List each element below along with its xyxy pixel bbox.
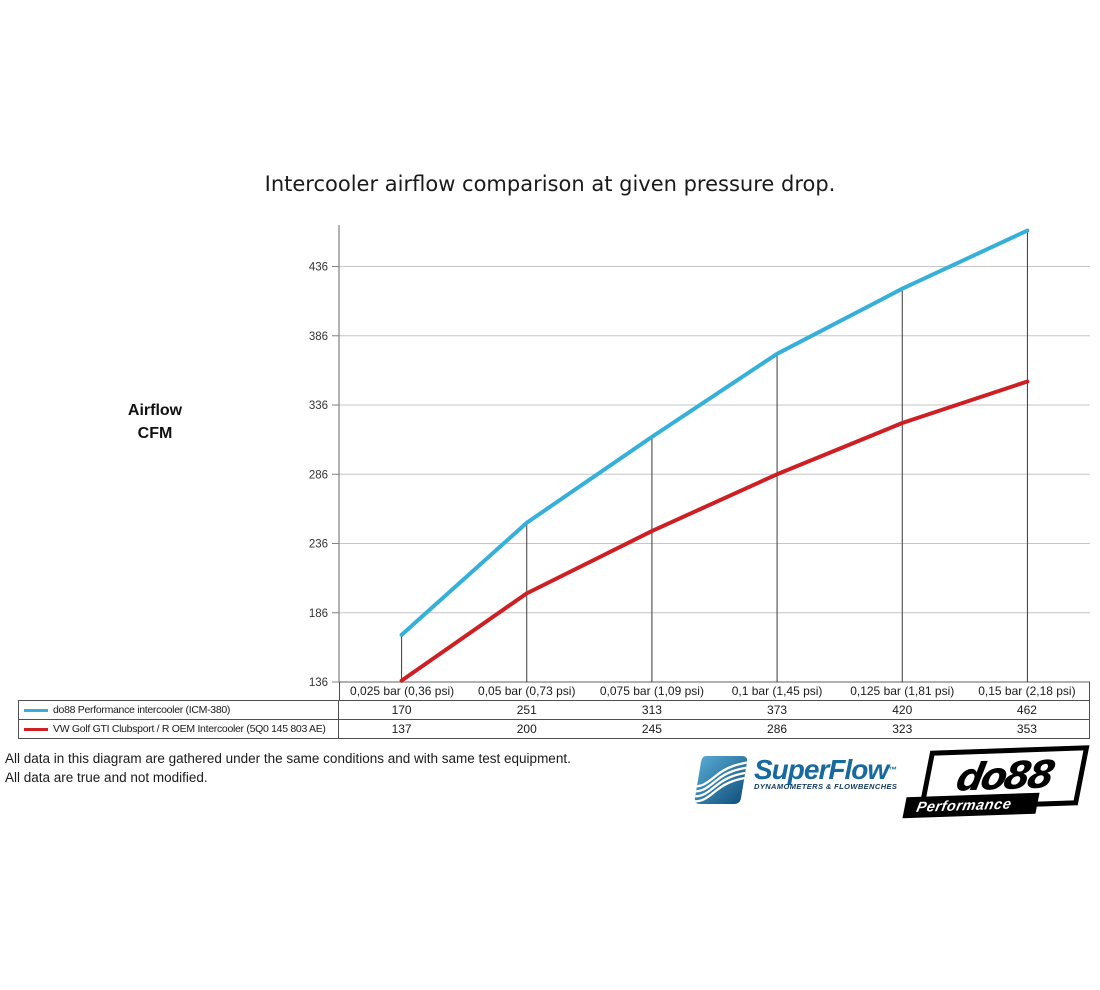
chart-title: Intercooler airflow comparison at given … [264, 172, 836, 196]
series-line [399, 228, 1030, 637]
do88-logo: do88 Performance [902, 744, 1098, 824]
y-tick-label: 436 [309, 262, 328, 274]
superflow-tm-mark: ™ [888, 765, 897, 775]
footer-line1: All data in this diagram are gathered un… [5, 751, 571, 766]
do88-performance-bar: Performance [902, 792, 1040, 819]
y-tick-label: 136 [309, 677, 328, 689]
series-line [399, 379, 1030, 683]
superflow-wave-icon [694, 756, 748, 804]
y-tick-label: 386 [309, 331, 328, 343]
series-swatch [24, 727, 48, 731]
y-tick-label: 286 [309, 469, 328, 481]
value-cell: 200 [464, 720, 590, 739]
series-swatch [24, 708, 48, 712]
value-cell: 353 [964, 720, 1090, 739]
y-tick-label: 336 [309, 400, 328, 412]
y-tick-label: 186 [309, 608, 328, 620]
do88-wordmark: do88 [952, 752, 1057, 800]
superflow-subtitle: DYNAMOMETERS & FLOWBENCHES [754, 782, 898, 791]
value-cell: 462 [964, 701, 1090, 720]
value-cell: 170 [339, 701, 465, 720]
value-cell: 313 [589, 701, 715, 720]
value-cell: 373 [714, 701, 840, 720]
category-header-cell: 0,025 bar (0,36 psi) [339, 682, 465, 701]
value-cell: 323 [839, 720, 965, 739]
y-tick-label: 236 [309, 539, 328, 551]
category-header-cell: 0,1 bar (1,45 psi) [714, 682, 840, 701]
category-header-cell: 0,125 bar (1,81 psi) [839, 682, 965, 701]
y-axis-label: Airflow CFM [95, 399, 215, 445]
footer-note: All data in this diagram are gathered un… [5, 749, 571, 787]
category-header-cell: 0,075 bar (1,09 psi) [589, 682, 715, 701]
value-cell: 137 [339, 720, 465, 739]
category-header-cell: 0,15 bar (2,18 psi) [964, 682, 1090, 701]
superflow-wordmark: SuperFlow [754, 754, 889, 785]
category-header-cell: 0,05 bar (0,73 psi) [464, 682, 590, 701]
data-table: 0,025 bar (0,36 psi) 0,05 bar (0,73 psi) 0… [18, 682, 1090, 739]
do88-subtitle: Performance [915, 796, 1014, 816]
value-cell: 420 [839, 701, 965, 720]
series-name: VW Golf GTI Clubsport / R OEM Intercoole… [53, 723, 326, 735]
series-name: do88 Performance intercooler (ICM-380) [53, 704, 231, 716]
value-cell: 251 [464, 701, 590, 720]
value-cell: 286 [714, 720, 840, 739]
footer-line2: All data are true and not modified. [5, 770, 208, 785]
axis-line [338, 225, 1090, 683]
superflow-logo: SuperFlow™ DYNAMOMETERS & FLOWBENCHES [693, 755, 897, 805]
y-axis-label-line1: Airflow [127, 402, 183, 419]
y-axis-label-line2: CFM [137, 425, 173, 442]
superflow-text: SuperFlow™ DYNAMOMETERS & FLOWBENCHES [754, 754, 898, 792]
series-legend-cell: VW Golf GTI Clubsport / R OEM Intercoole… [18, 720, 339, 739]
series-legend-cell: do88 Performance intercooler (ICM-380) [18, 701, 339, 720]
table-corner-spacer [18, 682, 339, 701]
value-cell: 245 [589, 720, 715, 739]
